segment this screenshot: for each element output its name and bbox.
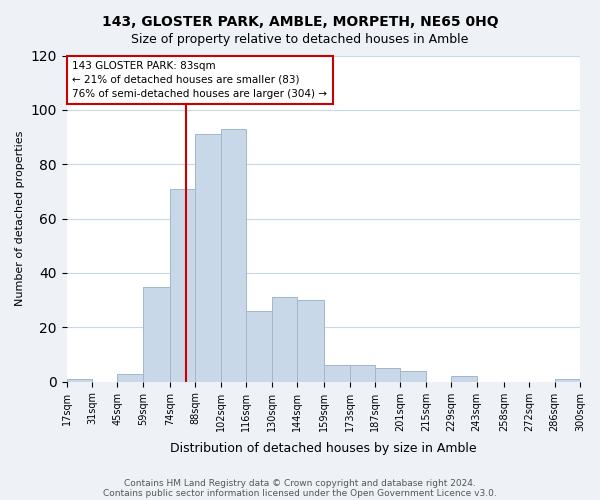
Text: 143 GLOSTER PARK: 83sqm
← 21% of detached houses are smaller (83)
76% of semi-de: 143 GLOSTER PARK: 83sqm ← 21% of detache… bbox=[73, 61, 328, 99]
Bar bbox=[324, 366, 350, 382]
Bar bbox=[375, 368, 400, 382]
Bar bbox=[170, 188, 196, 382]
X-axis label: Distribution of detached houses by size in Amble: Distribution of detached houses by size … bbox=[170, 442, 476, 455]
Bar bbox=[196, 134, 221, 382]
Bar bbox=[221, 129, 246, 382]
Text: Contains HM Land Registry data © Crown copyright and database right 2024.: Contains HM Land Registry data © Crown c… bbox=[124, 478, 476, 488]
Bar bbox=[297, 300, 324, 382]
Bar bbox=[350, 366, 375, 382]
Bar bbox=[118, 374, 143, 382]
Y-axis label: Number of detached properties: Number of detached properties bbox=[15, 131, 25, 306]
Bar bbox=[554, 379, 580, 382]
Bar bbox=[451, 376, 476, 382]
Text: Size of property relative to detached houses in Amble: Size of property relative to detached ho… bbox=[131, 32, 469, 46]
Bar bbox=[272, 298, 297, 382]
Bar bbox=[246, 311, 272, 382]
Bar bbox=[143, 286, 170, 382]
Text: Contains public sector information licensed under the Open Government Licence v3: Contains public sector information licen… bbox=[103, 488, 497, 498]
Text: 143, GLOSTER PARK, AMBLE, MORPETH, NE65 0HQ: 143, GLOSTER PARK, AMBLE, MORPETH, NE65 … bbox=[101, 15, 499, 29]
Bar bbox=[400, 371, 426, 382]
Bar bbox=[67, 379, 92, 382]
